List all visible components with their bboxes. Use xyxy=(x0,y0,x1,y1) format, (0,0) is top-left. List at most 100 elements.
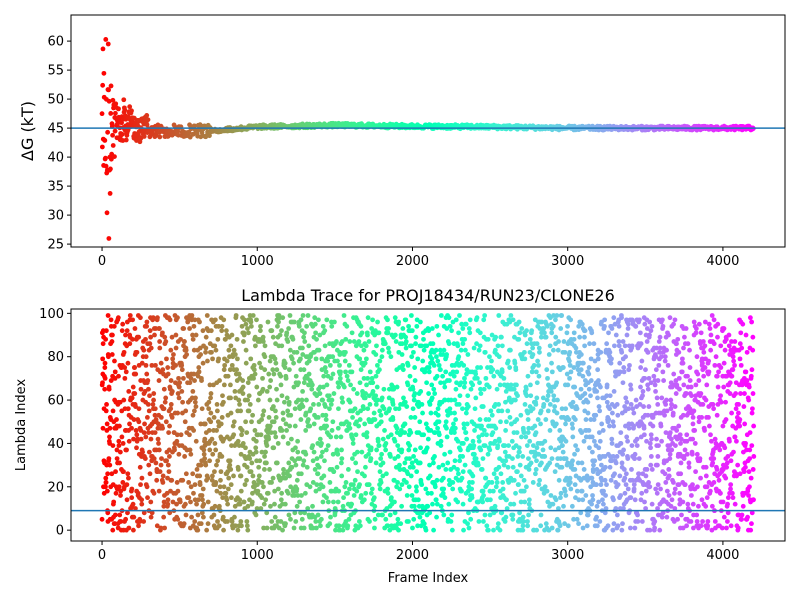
lambda-point xyxy=(108,378,114,383)
lambda-point xyxy=(517,462,523,468)
lambda-point xyxy=(580,525,586,531)
lambda-point xyxy=(373,352,379,357)
lambda-point xyxy=(723,475,729,481)
lambda-point xyxy=(247,402,253,407)
lambda-point xyxy=(273,408,278,414)
lambda-point xyxy=(534,445,540,451)
lambda-point xyxy=(688,519,694,524)
lambda-point xyxy=(469,480,475,485)
lambda-point xyxy=(251,367,257,373)
lambda-point xyxy=(552,469,558,475)
lambda-point xyxy=(676,482,682,488)
lambda-point xyxy=(214,408,220,414)
lambda-point xyxy=(659,395,665,401)
lambda-point xyxy=(637,330,643,336)
lambda-point xyxy=(335,451,341,457)
lambda-point xyxy=(698,475,703,481)
lambda-point xyxy=(327,362,333,368)
lambda-point xyxy=(165,371,171,377)
delta-g-point xyxy=(186,129,192,135)
lambda-point xyxy=(272,488,278,494)
lambda-point xyxy=(171,352,176,357)
lambda-point xyxy=(275,323,280,329)
lambda-point xyxy=(403,345,409,351)
lambda-point xyxy=(742,421,748,427)
lambda-point xyxy=(342,484,348,490)
lambda-point xyxy=(376,330,382,336)
lambda-point xyxy=(535,358,540,364)
lambda-point xyxy=(132,391,138,396)
lambda-point xyxy=(700,402,706,407)
lambda-point xyxy=(718,343,724,349)
lambda-point xyxy=(365,332,370,338)
lambda-point xyxy=(676,375,682,381)
lambda-point xyxy=(377,469,383,475)
lambda-point xyxy=(125,510,130,516)
lambda-point xyxy=(367,369,373,375)
lambda-point xyxy=(563,438,569,444)
lambda-point xyxy=(690,415,696,420)
lambda-point xyxy=(617,369,623,375)
lambda-point xyxy=(187,326,192,331)
lambda-point xyxy=(345,378,351,383)
lambda-point xyxy=(323,417,329,422)
lambda-point xyxy=(331,391,337,396)
lambda-point xyxy=(197,473,203,479)
lambda-point xyxy=(609,356,614,362)
lambda-point xyxy=(653,367,659,373)
lambda-point xyxy=(218,469,224,475)
lambda-point xyxy=(645,412,651,418)
lambda-point xyxy=(472,451,477,457)
lambda-point xyxy=(177,499,183,505)
delta-g-point xyxy=(127,104,133,110)
lambda-point xyxy=(424,445,430,451)
lambda-point xyxy=(304,323,310,329)
lambda-point xyxy=(112,369,118,375)
lambda-point xyxy=(258,323,263,329)
lambda-point xyxy=(446,341,452,347)
lambda-point xyxy=(620,451,626,457)
lambda-point xyxy=(657,345,663,351)
lambda-point xyxy=(425,490,431,496)
lambda-point xyxy=(220,495,226,501)
lambda-point xyxy=(672,486,678,492)
lambda-point xyxy=(687,347,692,353)
lambda-point xyxy=(257,328,263,334)
lambda-point xyxy=(724,460,730,466)
lambda-point xyxy=(604,482,609,488)
lambda-point xyxy=(582,334,587,340)
lambda-point xyxy=(299,397,305,403)
lambda-point xyxy=(676,423,682,429)
lambda-point xyxy=(602,454,608,459)
lambda-point xyxy=(522,402,528,407)
lambda-point xyxy=(499,510,505,516)
lambda-point xyxy=(188,484,194,490)
lambda-point xyxy=(705,523,711,529)
lambda-point xyxy=(482,349,488,355)
lambda-point xyxy=(631,423,637,429)
lambda-point xyxy=(607,464,613,470)
lambda-point xyxy=(140,449,145,455)
lambda-point xyxy=(524,393,530,399)
lambda-point xyxy=(238,473,244,479)
lambda-point xyxy=(720,467,726,472)
lambda-point xyxy=(465,488,471,494)
lambda-point xyxy=(258,432,264,438)
lambda-point xyxy=(501,375,507,381)
lambda-point xyxy=(170,356,176,362)
lambda-point xyxy=(134,349,140,355)
lambda-point xyxy=(457,458,463,464)
lambda-point xyxy=(458,380,464,386)
lambda-point xyxy=(344,323,350,329)
lambda-point xyxy=(204,313,210,318)
lambda-point xyxy=(296,380,301,386)
lambda-point xyxy=(738,330,744,336)
lambda-point xyxy=(191,347,197,353)
lambda-point xyxy=(721,360,727,366)
lambda-point xyxy=(667,315,673,321)
lambda-point xyxy=(645,382,651,388)
lambda-point xyxy=(369,326,375,331)
lambda-point xyxy=(322,343,328,349)
lambda-point xyxy=(605,523,611,529)
lambda-point xyxy=(444,434,450,440)
